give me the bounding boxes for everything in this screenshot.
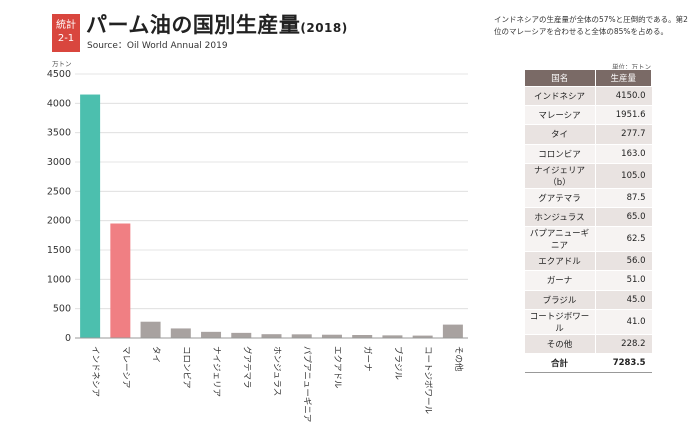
table-row: マレーシア 1951.6 xyxy=(524,105,652,126)
table-row: グアテマラ 87.5 xyxy=(524,188,652,208)
table-total-row: 合計 7283.5 xyxy=(524,352,652,374)
cell-country: コロンビア xyxy=(524,144,595,164)
x-tick-label: ガーナ xyxy=(362,346,373,372)
cell-country: ガーナ xyxy=(524,270,595,291)
cell-country: ブラジル xyxy=(524,290,595,310)
cell-production: 105.0 xyxy=(594,163,652,189)
table-header-row: 国名 生産量 xyxy=(524,69,652,87)
x-tick-label: コートジボワール xyxy=(423,346,433,415)
y-tick-label: 2000 xyxy=(47,216,71,227)
title-text: パーム油の国別生産量 xyxy=(86,13,301,37)
table-row: コロンビア 163.0 xyxy=(524,144,652,164)
x-tick-label: マレーシア xyxy=(120,346,130,388)
bar xyxy=(110,223,131,338)
x-tick-label: インドネシア xyxy=(90,346,100,397)
x-tick-label: ナイジェリア xyxy=(211,346,221,397)
cell-production: 163.0 xyxy=(594,144,652,164)
table-row: パプアニューギニア 62.5 xyxy=(524,226,652,253)
total-value: 7283.5 xyxy=(594,352,652,374)
x-tick-label: その他 xyxy=(453,346,464,372)
bar xyxy=(291,334,312,338)
y-tick-label: 4000 xyxy=(47,98,71,109)
y-tick-label: 3000 xyxy=(47,157,71,168)
bar xyxy=(412,335,433,338)
bar xyxy=(261,334,282,338)
bar xyxy=(382,335,403,338)
summary-note: インドネシアの生産量が全体の57%と圧倒的である。第2位のマレーシアを合わせると… xyxy=(494,15,688,36)
bar xyxy=(80,94,101,339)
title-year: (2018) xyxy=(300,21,348,35)
y-tick-label: 4500 xyxy=(47,69,71,80)
cell-country: ホンジュラス xyxy=(524,207,595,228)
table-row: エクアドル 56.0 xyxy=(524,251,652,272)
cell-country: グアテマラ xyxy=(524,188,595,208)
table-body: インドネシア 4150.0 マレーシア 1951.6 タイ 277.7 コロンビア 163.0… xyxy=(524,86,652,374)
cell-production: 87.5 xyxy=(594,188,652,208)
cell-production: 4150.0 xyxy=(594,86,652,107)
cell-production: 51.0 xyxy=(594,270,652,291)
bar xyxy=(201,331,222,338)
x-tick-label: タイ xyxy=(151,346,161,363)
table-row: その他 228.2 xyxy=(524,334,652,354)
table-row: ホンジュラス 65.0 xyxy=(524,207,652,228)
cell-country: ナイジェリア（b） xyxy=(524,163,595,189)
table-row: コートジボワール 41.0 xyxy=(524,309,652,335)
bar xyxy=(231,332,252,338)
y-tick-label: 1000 xyxy=(47,274,71,285)
table-unit: 単位：万トン xyxy=(612,63,651,71)
cell-production: 41.0 xyxy=(594,309,652,335)
header-country: 国名 xyxy=(524,69,596,87)
x-tick-label: パプアニューギニア xyxy=(302,346,312,422)
y-tick-label: 3500 xyxy=(47,128,71,139)
table-row: ブラジル 45.0 xyxy=(524,290,652,310)
cell-production: 228.2 xyxy=(594,334,652,354)
y-axis-unit: 万トン xyxy=(52,60,72,68)
badge-label: 統計 xyxy=(56,20,76,31)
total-label: 合計 xyxy=(524,352,595,374)
page-title: パーム油の国別生産量(2018) xyxy=(86,9,348,39)
cell-production: 62.5 xyxy=(594,226,652,253)
bar xyxy=(442,324,463,338)
x-tick-label: ブラジル xyxy=(392,346,403,380)
section-badge: 統計 2-1 xyxy=(52,14,80,52)
cell-country: インドネシア xyxy=(524,86,595,107)
bar xyxy=(321,334,342,338)
table-row: ナイジェリア（b） 105.0 xyxy=(524,163,652,189)
x-tick-label: コロンビア xyxy=(181,346,191,389)
x-tick-label: グアテマラ xyxy=(241,346,252,389)
x-tick-label: エクアドル xyxy=(332,346,342,389)
table-row: ガーナ 51.0 xyxy=(524,270,652,291)
bar xyxy=(170,328,191,338)
table-row: インドネシア 4150.0 xyxy=(524,86,652,107)
cell-production: 65.0 xyxy=(594,207,652,228)
cell-country: その他 xyxy=(524,334,595,354)
cell-production: 45.0 xyxy=(594,290,652,310)
cell-country: コートジボワール xyxy=(524,309,595,335)
cell-production: 277.7 xyxy=(594,124,652,145)
cell-production: 56.0 xyxy=(594,251,652,272)
bar xyxy=(140,321,161,338)
y-tick-label: 1500 xyxy=(47,245,71,256)
source-line: Source：Oil World Annual 2019 xyxy=(87,41,228,51)
bar-chart: 万トン 0 500 1000 1500 2000 2500 3000 3500 4000 4500 イ… xyxy=(47,60,468,422)
table-row: タイ 277.7 xyxy=(524,124,652,145)
cell-country: パプアニューギニア xyxy=(524,226,595,253)
cell-country: エクアドル xyxy=(524,251,595,272)
y-tick-label: 500 xyxy=(53,304,71,315)
cell-country: タイ xyxy=(524,124,595,145)
x-tick-label: ホンジュラス xyxy=(272,346,282,396)
badge-number: 2-1 xyxy=(57,33,75,44)
y-tick-label: 0 xyxy=(65,333,71,344)
bar xyxy=(352,335,373,338)
header-production: 生産量 xyxy=(594,69,652,87)
cell-country: マレーシア xyxy=(524,105,595,126)
y-tick-label: 2500 xyxy=(47,186,71,197)
production-table: 国名 生産量 インドネシア 4150.0 マレーシア 1951.6 タイ 277.7 コロン… xyxy=(524,69,652,374)
cell-production: 1951.6 xyxy=(594,105,652,126)
